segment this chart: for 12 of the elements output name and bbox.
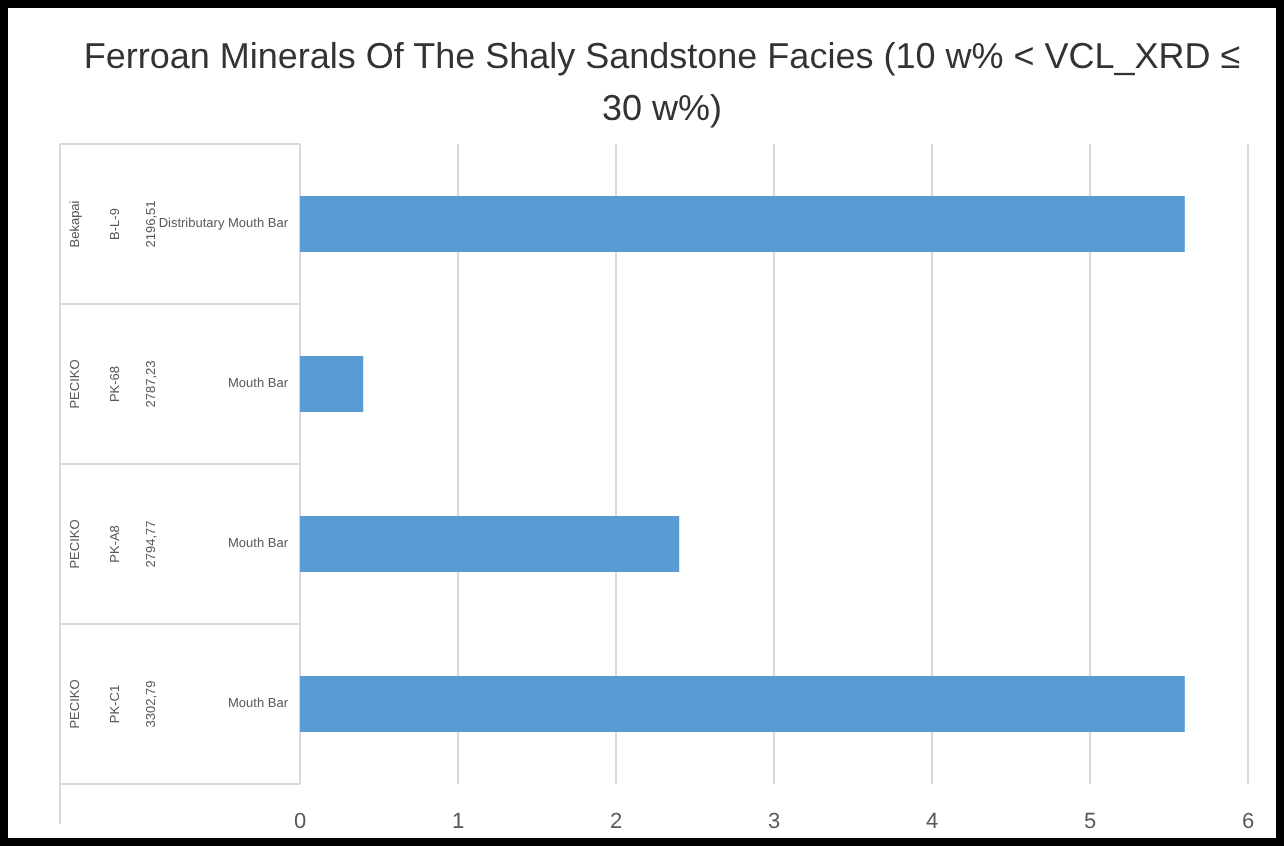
x-tick-label: 4 <box>925 810 939 834</box>
bar <box>300 676 1185 732</box>
x-tick-label: 0 <box>293 810 307 834</box>
x-tick-label: 3 <box>767 810 781 834</box>
x-tick-label: 5 <box>1083 810 1097 834</box>
bar <box>300 196 1185 252</box>
x-tick-label: 6 <box>1241 810 1255 834</box>
bar <box>300 356 364 412</box>
bar <box>300 516 680 572</box>
x-tick-label: 1 <box>451 810 465 834</box>
chart-title: Ferroan Minerals Of The Shaly Sandstone Facies (10 w% < VCL_XRD ≤ 30 w%) <box>83 36 1241 128</box>
x-tick-label: 2 <box>609 810 623 834</box>
